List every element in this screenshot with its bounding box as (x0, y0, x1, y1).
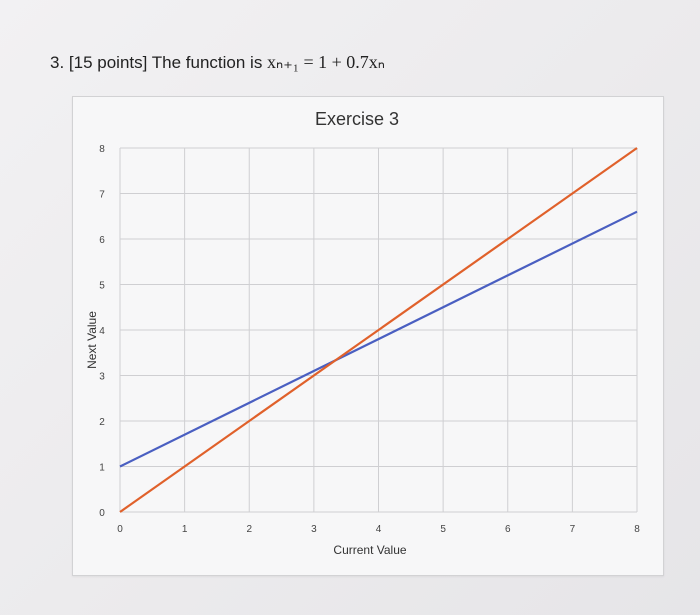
y-axis-label: Next Value (85, 311, 99, 369)
series-layer (119, 147, 638, 513)
chart-frame (72, 96, 664, 576)
x-tick-label: 2 (246, 524, 252, 535)
y-tick-label: 0 (99, 508, 105, 519)
x-tick-label: 5 (440, 524, 446, 535)
question-prefix: 3. [15 points] The function is (50, 53, 268, 72)
y-tick-label: 4 (99, 326, 105, 337)
grid-lines (119, 147, 638, 513)
question-text: 3. [15 points] The function is xₙ₊₁ = 1 … (50, 52, 385, 73)
x-tick-label: 8 (634, 524, 640, 535)
question-formula: xₙ₊₁ = 1 + 0.7xₙ (267, 52, 385, 72)
y-tick-label: 5 (99, 281, 105, 292)
x-axis-label: Current Value (333, 543, 406, 557)
x-tick-label: 3 (311, 524, 317, 535)
x-tick-label: 0 (117, 524, 123, 535)
series-line-2 (119, 147, 638, 513)
ticks-layer: 0 1 2 3 4 5 6 7 8 0 1 2 3 4 5 6 7 8 (99, 144, 640, 535)
chart-title: Exercise 3 (315, 109, 399, 129)
y-tick-label: 8 (99, 144, 105, 155)
y-tick-label: 7 (99, 190, 105, 201)
y-tick-label: 6 (99, 235, 105, 246)
series-line-1 (119, 210, 638, 468)
x-tick-label: 6 (505, 524, 511, 535)
x-tick-label: 7 (570, 524, 576, 535)
y-tick-label: 3 (99, 372, 105, 383)
x-tick-label: 4 (376, 524, 382, 535)
x-tick-label: 1 (182, 524, 188, 535)
y-tick-label: 1 (99, 463, 105, 474)
y-tick-label: 2 (99, 417, 105, 428)
